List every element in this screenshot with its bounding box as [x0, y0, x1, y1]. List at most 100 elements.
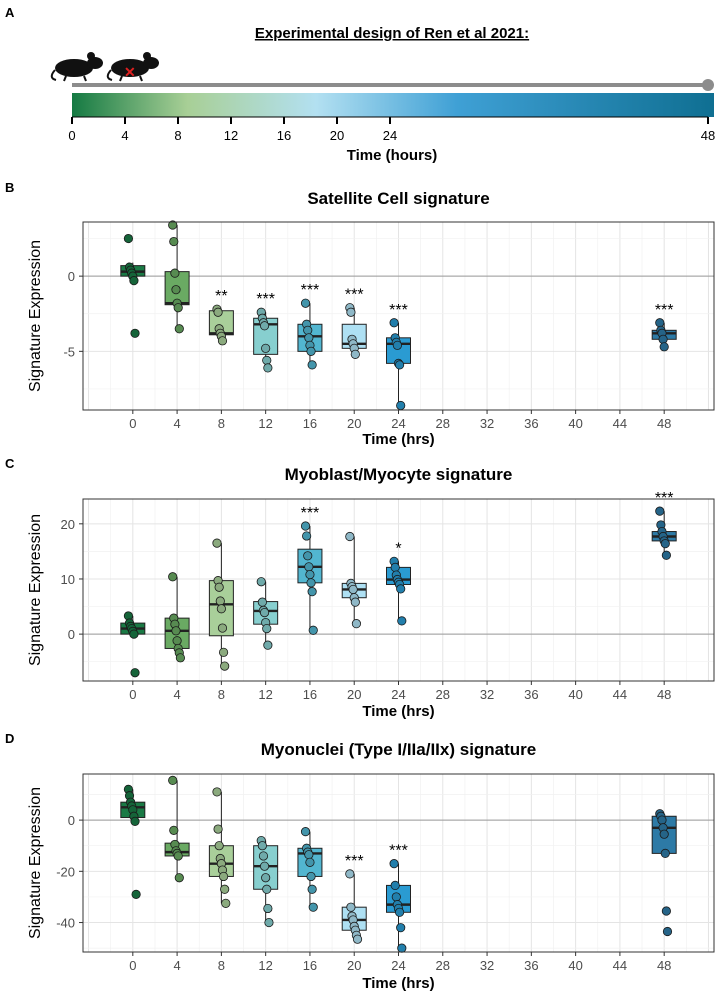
y-tick-label: -5 — [63, 344, 75, 359]
x-tick-label: 40 — [568, 958, 582, 973]
y-axis-label: Signature Expression — [27, 787, 44, 939]
x-tick-label: 8 — [218, 687, 225, 702]
design-title: Experimental design of Ren et al 2021: — [255, 25, 529, 42]
time-tick-label: 8 — [174, 128, 181, 143]
box-group-12 — [253, 835, 279, 928]
x-tick-label: 8 — [218, 958, 225, 973]
box-group-16: *** — [297, 282, 323, 370]
box-group-48: *** — [651, 302, 677, 352]
y-tick-label: 0 — [68, 269, 75, 284]
data-point — [394, 360, 405, 370]
data-point — [661, 550, 671, 560]
box-group-12: *** — [253, 291, 279, 373]
y-axis-label: Signature Expression — [27, 514, 44, 666]
box-group-20: *** — [341, 853, 367, 944]
x-tick-label: 28 — [436, 687, 450, 702]
data-point — [390, 880, 400, 891]
timeline-end-dot — [702, 79, 714, 91]
time-tick-label: 48 — [701, 128, 715, 143]
data-point — [302, 531, 312, 541]
data-point — [308, 625, 318, 635]
data-point — [171, 285, 181, 295]
box-group-24: *** — [386, 843, 411, 953]
y-axis-label: Signature Expression — [27, 240, 44, 392]
data-point — [175, 653, 185, 663]
data-point — [662, 926, 673, 937]
data-point — [130, 668, 140, 678]
data-point — [264, 917, 274, 928]
panel-letter-d: D — [5, 731, 14, 746]
data-point — [305, 857, 315, 867]
data-point — [304, 850, 314, 860]
data-point — [308, 902, 318, 912]
x-tick-label: 20 — [347, 416, 361, 431]
x-tick-label: 16 — [303, 416, 317, 431]
data-point — [396, 584, 406, 594]
box-group-4 — [164, 220, 190, 334]
injury-x-icon: ✕ — [124, 64, 136, 80]
data-point — [345, 869, 355, 879]
time-axis-label-a: Time (hours) — [347, 147, 438, 164]
data-point — [168, 775, 178, 786]
panel-letter-c: C — [5, 456, 15, 471]
data-point — [397, 943, 407, 953]
data-point — [174, 873, 184, 883]
data-point — [131, 889, 141, 899]
box-group-20: *** — [341, 287, 367, 359]
data-point — [129, 276, 139, 286]
y-tick-label: 20 — [61, 517, 75, 532]
injured-mouse-icon: ✕ — [106, 52, 159, 82]
y-tick-label: 10 — [61, 572, 75, 587]
data-point — [345, 531, 355, 542]
data-point — [214, 582, 224, 592]
data-point — [220, 661, 230, 671]
data-point — [655, 506, 665, 516]
data-point — [259, 321, 270, 331]
data-point — [304, 562, 314, 572]
data-point — [306, 346, 316, 356]
data-point — [169, 825, 179, 835]
x-tick-label: 8 — [218, 416, 225, 431]
box-group-0 — [120, 233, 146, 338]
data-point — [259, 861, 270, 871]
data-point — [218, 647, 229, 657]
box-group-4 — [164, 775, 190, 883]
data-point — [396, 923, 406, 933]
box-group-48: *** — [651, 490, 677, 560]
box-group-48 — [651, 809, 677, 937]
data-point — [172, 636, 182, 646]
y-tick-label: 0 — [68, 627, 75, 642]
x-tick-label: 48 — [657, 687, 671, 702]
significance-label: *** — [389, 843, 408, 860]
box-group-24: *** — [386, 302, 411, 411]
data-point — [351, 619, 362, 629]
x-tick-label: 32 — [480, 687, 494, 702]
data-point — [217, 336, 228, 346]
data-point — [215, 596, 225, 606]
data-point — [397, 616, 407, 626]
data-point — [661, 906, 671, 916]
data-point — [257, 841, 267, 851]
data-point — [123, 233, 134, 244]
time-axis-a: 0 4 8 12 16 20 24 48 — [68, 116, 715, 143]
data-point — [257, 597, 267, 607]
data-point — [658, 334, 668, 344]
data-point — [657, 815, 667, 825]
significance-label: *** — [345, 853, 364, 870]
data-point — [352, 934, 363, 944]
data-point — [262, 624, 272, 634]
x-tick-label: 0 — [129, 687, 136, 702]
data-point — [392, 340, 402, 350]
data-point — [391, 892, 401, 902]
data-point — [263, 363, 273, 373]
x-tick-label: 4 — [173, 958, 180, 973]
x-tick-label: 40 — [568, 416, 582, 431]
x-tick-label: 24 — [391, 687, 405, 702]
data-point — [169, 236, 179, 247]
data-point — [171, 626, 181, 636]
data-point — [305, 569, 315, 580]
panel-title: Myoblast/Myocyte signature — [285, 465, 513, 484]
data-point — [350, 349, 360, 359]
data-point — [256, 577, 266, 587]
x-tick-label: 24 — [391, 416, 405, 431]
